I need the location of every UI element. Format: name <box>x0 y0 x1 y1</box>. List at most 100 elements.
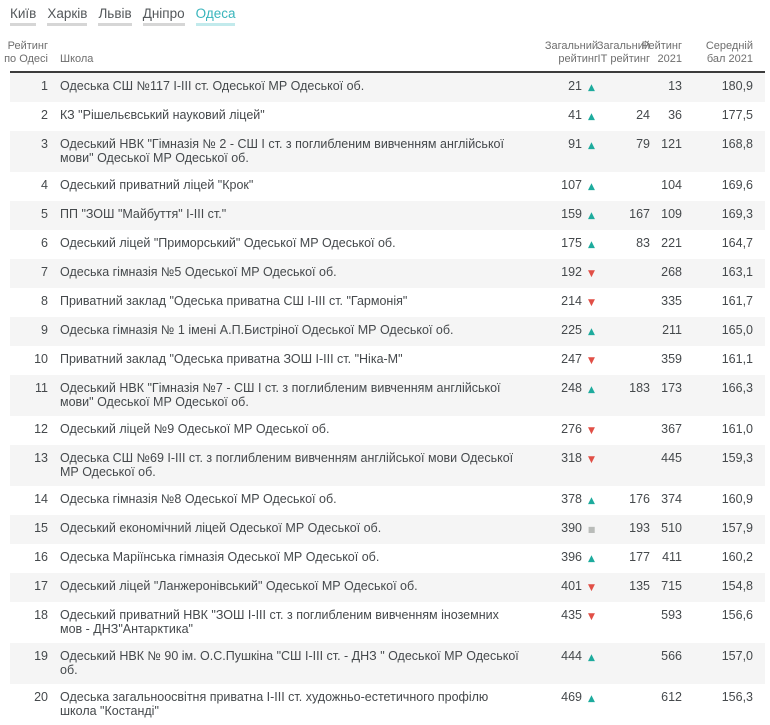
rank-cell: 10 <box>34 352 48 366</box>
rank-cell: 12 <box>34 422 48 436</box>
total-rating-cell: 469 ▲ <box>534 684 598 725</box>
rating-2021-cell: 510 <box>661 521 682 535</box>
rank-cell: 6 <box>41 236 48 250</box>
trend-icon: ▼ <box>588 269 595 279</box>
total-rating-cell: 444 ▲ <box>534 643 598 684</box>
school-name-link[interactable]: Одеський НВК № 90 ім. О.С.Пушкіна "СШ І-… <box>60 649 519 677</box>
total-rating-value: 247 <box>561 352 582 366</box>
table-row: 17 Одеський ліцей "Ланжеронівський" Одес… <box>10 573 765 602</box>
rank-cell: 1 <box>41 79 48 93</box>
school-name-link[interactable]: Одеська гімназія №8 Одеської МР Одеської… <box>60 492 337 506</box>
trend-icon: ▲ <box>588 694 595 704</box>
school-name-link[interactable]: Одеський НВК "Гімназія № 2 - СШ І ст. з … <box>60 137 504 165</box>
rank-cell: 5 <box>41 207 48 221</box>
trend-icon: ▲ <box>588 327 595 337</box>
it-rating-cell <box>598 317 650 346</box>
total-rating-value: 444 <box>561 649 582 663</box>
avg-score-cell: 177,5 <box>721 108 753 122</box>
ranking-table: Рейтинг по Одесі Школа Загальний рейтинг… <box>4 35 765 725</box>
total-rating-cell: 21 ▲ <box>534 72 598 102</box>
table-row: 19 Одеський НВК № 90 ім. О.С.Пушкіна "СШ… <box>10 643 765 684</box>
table-row: 11 Одеський НВК "Гімназія №7 - СШ І ст. … <box>10 375 765 416</box>
school-name-link[interactable]: Одеська СШ №117 І-ІІІ ст. Одеської МР Од… <box>60 79 365 93</box>
trend-icon: ▲ <box>588 211 595 221</box>
trend-icon: ▲ <box>588 385 595 395</box>
total-rating-value: 378 <box>561 492 582 506</box>
avg-score-cell: 164,7 <box>721 236 753 250</box>
avg-score-cell: 156,3 <box>721 690 753 704</box>
school-name-link[interactable]: ПП "ЗОШ "Майбуття" І-ІІІ ст." <box>60 207 227 221</box>
total-rating-value: 276 <box>561 422 582 436</box>
total-rating-cell: 214 ▼ <box>534 288 598 317</box>
school-name-link[interactable]: Одеський НВК "Гімназія №7 - СШ І ст. з п… <box>60 381 501 409</box>
rank-cell: 2 <box>41 108 48 122</box>
school-name-link[interactable]: Приватний заклад "Одеська приватна СШ І-… <box>60 294 408 308</box>
school-name-link[interactable]: Одеський ліцей "Приморський" Одеської МР… <box>60 236 396 250</box>
city-link[interactable]: Львів <box>98 5 132 26</box>
school-name-link[interactable]: Одеський економічний ліцей Одеської МР О… <box>60 521 382 535</box>
school-name-link[interactable]: Приватний заклад "Одеська приватна ЗОШ І… <box>60 352 403 366</box>
avg-score-cell: 166,3 <box>721 381 753 395</box>
school-name-link[interactable]: Одеський приватний ліцей "Крок" <box>60 178 254 192</box>
it-rating-cell <box>598 172 650 201</box>
total-rating-cell: 318 ▼ <box>534 445 598 486</box>
rank-cell: 9 <box>41 323 48 337</box>
school-name-link[interactable]: Одеська СШ №69 І-ІІІ ст. з поглибленим в… <box>60 451 514 479</box>
rank-cell: 15 <box>34 521 48 535</box>
rating-2021-cell: 13 <box>668 79 682 93</box>
avg-score-cell: 169,6 <box>721 178 753 192</box>
total-rating-value: 107 <box>561 178 582 192</box>
rank-cell: 11 <box>35 381 48 395</box>
school-name-link[interactable]: Одеська загальноосвітня приватна І-ІІІ с… <box>60 690 489 718</box>
col-header-total-rating: Загальний рейтинг <box>534 35 598 73</box>
total-rating-value: 214 <box>561 294 582 308</box>
it-rating-cell <box>598 288 650 317</box>
it-rating-cell: 193 <box>629 521 650 535</box>
rating-2021-cell: 715 <box>661 579 682 593</box>
school-name-link[interactable]: КЗ "Рішельєвський науковий ліцей" <box>60 108 265 122</box>
total-rating-cell: 390 ■ <box>534 515 598 544</box>
avg-score-cell: 169,3 <box>721 207 753 221</box>
table-row: 12 Одеський ліцей №9 Одеської МР Одесько… <box>10 416 765 445</box>
school-name-link[interactable]: Одеський ліцей №9 Одеської МР Одеської о… <box>60 422 330 436</box>
table-body: 1 Одеська СШ №117 І-ІІІ ст. Одеської МР … <box>10 72 765 725</box>
it-rating-cell <box>598 445 650 486</box>
rank-cell: 17 <box>34 579 48 593</box>
table-row: 15 Одеський економічний ліцей Одеської М… <box>10 515 765 544</box>
it-rating-cell: 83 <box>636 236 650 250</box>
it-rating-cell <box>598 684 650 725</box>
city-link[interactable]: Харків <box>47 5 88 26</box>
avg-score-cell: 156,6 <box>721 608 753 622</box>
city-link[interactable]: Одеса <box>195 5 236 26</box>
trend-icon: ▼ <box>588 612 595 622</box>
rating-2021-cell: 593 <box>661 608 682 622</box>
total-rating-cell: 276 ▼ <box>534 416 598 445</box>
it-rating-cell: 135 <box>629 579 650 593</box>
city-link[interactable]: Київ <box>10 5 37 26</box>
rank-cell: 4 <box>41 178 48 192</box>
avg-score-cell: 161,7 <box>721 294 753 308</box>
school-name-link[interactable]: Одеський ліцей "Ланжеронівський" Одесько… <box>60 579 418 593</box>
it-rating-cell <box>598 643 650 684</box>
table-row: 2 КЗ "Рішельєвський науковий ліцей" 41 ▲ … <box>10 102 765 131</box>
table-row: 3 Одеський НВК "Гімназія № 2 - СШ І ст. … <box>10 131 765 172</box>
table-row: 1 Одеська СШ №117 І-ІІІ ст. Одеської МР … <box>10 72 765 102</box>
rank-cell: 7 <box>41 265 48 279</box>
table-row: 13 Одеська СШ №69 І-ІІІ ст. з поглиблени… <box>10 445 765 486</box>
rating-2021-cell: 173 <box>661 381 682 395</box>
table-header-row: Рейтинг по Одесі Школа Загальний рейтинг… <box>4 35 765 73</box>
rating-2021-cell: 211 <box>662 323 682 337</box>
city-link[interactable]: Дніпро <box>142 5 185 26</box>
it-rating-cell: 79 <box>636 137 650 151</box>
school-name-link[interactable]: Одеський приватний НВК "ЗОШ І-ІІІ ст. з … <box>60 608 499 636</box>
table-row: 6 Одеський ліцей "Приморський" Одеської … <box>10 230 765 259</box>
it-rating-cell: 167 <box>629 207 650 221</box>
avg-score-cell: 168,8 <box>721 137 753 151</box>
school-name-link[interactable]: Одеська гімназія № 1 імені А.П.Бистріної… <box>60 323 454 337</box>
avg-score-cell: 161,1 <box>721 352 753 366</box>
avg-score-cell: 160,9 <box>721 492 753 506</box>
rating-2021-cell: 374 <box>661 492 682 506</box>
school-name-link[interactable]: Одеська Маріїнська гімназія Одеської МР … <box>60 550 380 564</box>
school-name-link[interactable]: Одеська гімназія №5 Одеської МР Одеської… <box>60 265 337 279</box>
col-header-rating-2021: Рейтинг 2021 <box>642 35 682 73</box>
